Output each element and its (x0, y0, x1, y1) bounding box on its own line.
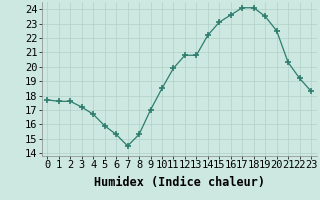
X-axis label: Humidex (Indice chaleur): Humidex (Indice chaleur) (94, 176, 265, 189)
